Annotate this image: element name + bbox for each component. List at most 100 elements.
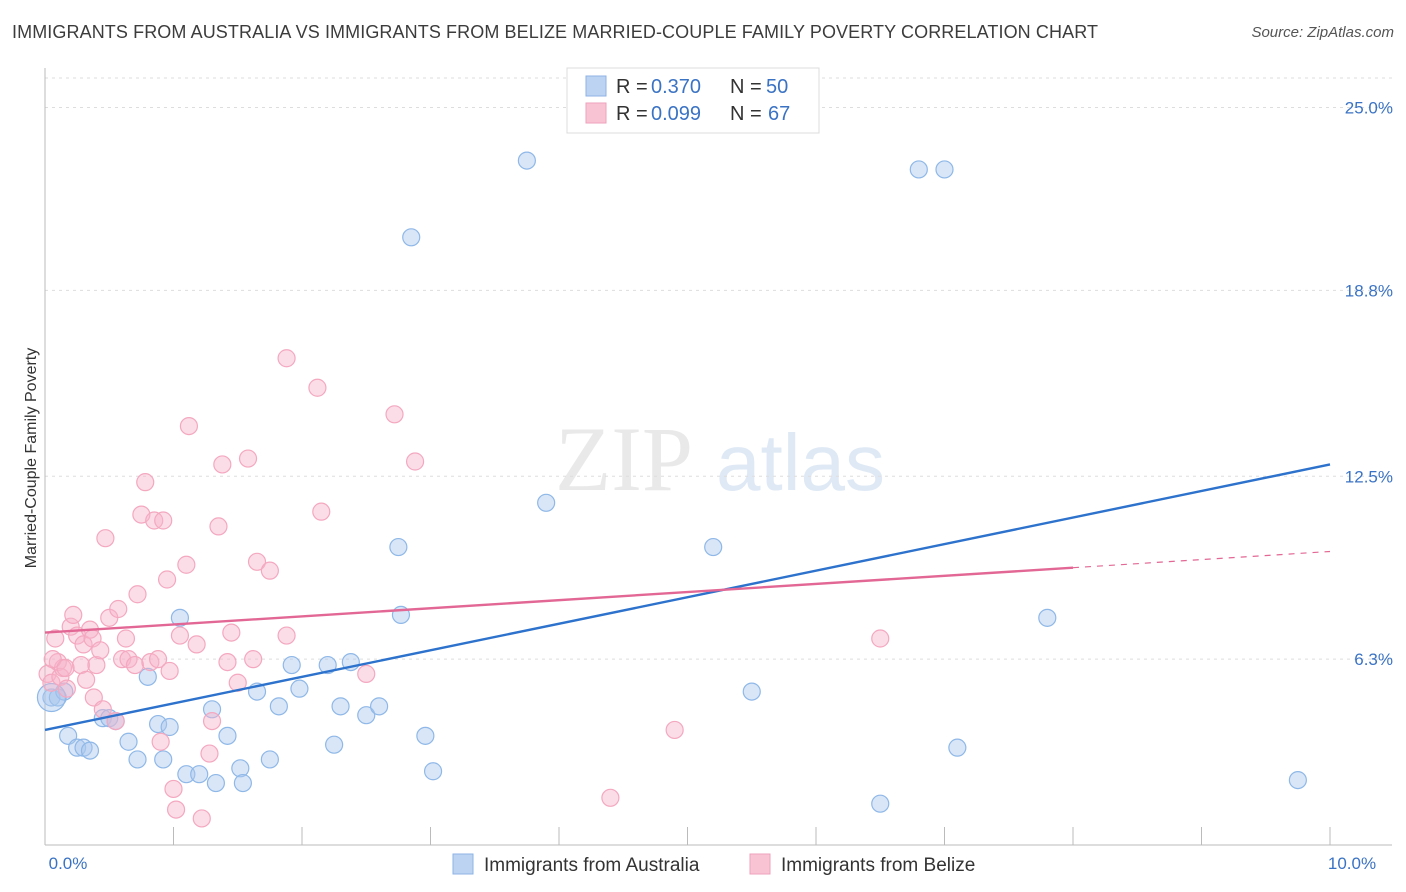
legend-r-label-belize: R = — [616, 103, 648, 125]
point-belize — [164, 779, 183, 799]
y-axis-title: Married-Couple Family Poverty — [23, 348, 40, 569]
legend-r-label-australia: R = — [616, 76, 648, 98]
y-tick-label: 25.0% — [1345, 99, 1393, 118]
trend-line-australia — [44, 463, 1331, 732]
point-belize — [57, 679, 76, 698]
axes: 6.3% 12.5% 18.8% 25.0% — [44, 68, 1393, 846]
top-legend: R = 0.370 N = 50 R = 0.099 N = 67 — [566, 67, 820, 134]
point-australia — [318, 655, 337, 675]
legend-swatch-belize — [585, 102, 607, 124]
point-australia — [370, 697, 389, 716]
point-belize — [96, 529, 115, 548]
point-belize — [157, 570, 177, 589]
legend-r-value-belize: 0.099 — [651, 103, 701, 125]
point-belize — [277, 349, 296, 368]
point-belize — [222, 623, 241, 642]
trend-lines — [44, 463, 1331, 732]
point-australia — [119, 732, 138, 751]
point-australia — [190, 765, 209, 784]
point-australia — [290, 679, 309, 698]
point-belize — [871, 629, 890, 648]
point-belize — [308, 378, 327, 397]
grid — [45, 77, 1392, 660]
point-australia — [128, 750, 147, 769]
legend-n-value-australia: 50 — [766, 76, 788, 98]
point-belize — [385, 405, 404, 424]
watermark-atlas: atlas — [716, 418, 885, 507]
point-belize — [151, 732, 170, 751]
y-tick-label: 18.8% — [1345, 281, 1393, 300]
point-belize — [64, 605, 83, 625]
series-belize-points — [38, 349, 890, 828]
point-australia — [138, 667, 157, 686]
point-australia — [389, 537, 408, 557]
point-australia — [218, 726, 237, 745]
point-belize — [244, 650, 263, 669]
point-australia — [177, 765, 196, 784]
series-australia-points — [36, 151, 1307, 813]
point-belize — [43, 650, 62, 669]
point-belize — [136, 473, 155, 492]
point-belize — [202, 711, 222, 731]
legend-n-label-belize: N = — [730, 103, 762, 125]
chart-title: IMMIGRANTS FROM AUSTRALIA VS IMMIGRANTS … — [12, 22, 1099, 42]
point-australia — [704, 537, 723, 557]
point-belize — [312, 502, 331, 521]
point-belize — [192, 809, 211, 828]
point-belize — [148, 650, 168, 669]
bottom-legend-label-australia: Immigrants from Australia — [484, 855, 700, 876]
point-belize — [116, 629, 136, 648]
point-belize — [209, 517, 228, 536]
point-australia — [871, 794, 890, 813]
point-australia — [160, 717, 179, 737]
point-belize — [277, 626, 296, 645]
x-tick-label-max: 10.0% — [1328, 854, 1376, 873]
point-belize — [46, 629, 65, 648]
bottom-legend-swatch-australia — [452, 853, 474, 875]
point-australia — [742, 682, 761, 701]
point-belize — [200, 744, 219, 763]
point-belize — [128, 585, 147, 604]
point-belize — [357, 664, 376, 684]
point-australia — [269, 697, 288, 716]
point-belize — [665, 720, 684, 740]
point-australia — [282, 655, 301, 675]
point-australia — [935, 160, 954, 179]
point-belize — [238, 449, 258, 468]
point-belize — [160, 661, 179, 681]
point-australia — [260, 750, 279, 769]
legend-r-value-australia: 0.370 — [651, 76, 701, 98]
point-australia — [416, 726, 435, 745]
point-belize — [405, 452, 425, 471]
point-belize — [154, 511, 173, 530]
point-australia — [423, 762, 443, 781]
point-australia — [325, 735, 344, 754]
point-belize — [125, 655, 145, 675]
bottom-legend-label-belize: Immigrants from Belize — [781, 855, 975, 876]
trend-line-belize-extension — [1072, 550, 1331, 569]
point-belize — [247, 552, 267, 571]
point-australia — [537, 493, 556, 512]
source-credit: Source: ZipAtlas.com — [1251, 24, 1394, 41]
point-belize — [91, 641, 110, 660]
point-australia — [154, 750, 173, 769]
bottom-legend: Immigrants from Australia Immigrants fro… — [452, 853, 975, 876]
point-belize — [260, 561, 279, 580]
bottom-legend-swatch-belize — [749, 853, 771, 875]
legend-swatch-australia — [585, 75, 607, 97]
point-belize — [56, 658, 75, 678]
point-australia — [170, 608, 190, 627]
point-australia — [331, 697, 350, 716]
legend-n-value-belize: 67 — [768, 103, 790, 125]
point-australia — [80, 741, 100, 760]
watermark-zip: ZIP — [555, 408, 693, 510]
point-australia — [148, 714, 168, 734]
point-belize — [77, 670, 96, 689]
point-belize — [109, 599, 128, 619]
point-australia — [231, 759, 250, 778]
point-belize — [177, 555, 196, 574]
point-belize — [601, 788, 620, 807]
trend-line-belize — [44, 566, 1074, 634]
point-australia — [517, 151, 536, 170]
x-tick-label-min: 0.0% — [49, 854, 88, 873]
